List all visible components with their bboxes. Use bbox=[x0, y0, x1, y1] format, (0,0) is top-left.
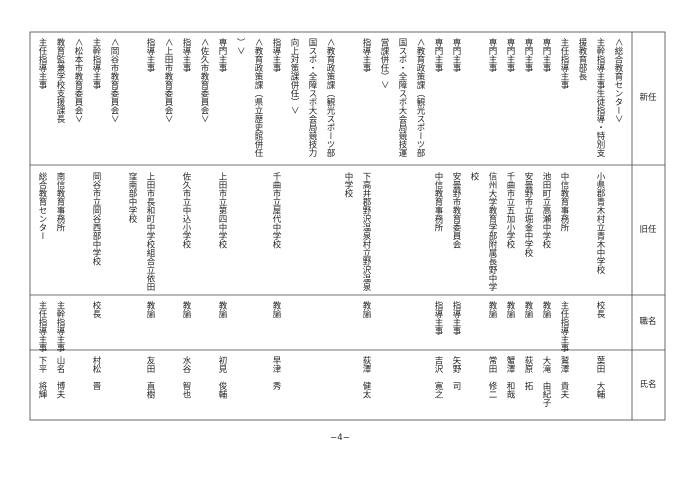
section-heading: ＜教育政策課（観光スポーツ部 bbox=[325, 38, 335, 158]
job-title: 主任指導主事 bbox=[37, 300, 47, 352]
job-title: 教諭 bbox=[487, 300, 497, 319]
new-post: 専門主事 bbox=[451, 37, 461, 72]
header-name: 氏名 bbox=[639, 379, 656, 390]
table-border bbox=[29, 31, 666, 421]
previous-post: 校 bbox=[469, 171, 479, 181]
job-title: 教諭 bbox=[181, 300, 191, 319]
new-post: 専門主事 bbox=[505, 37, 515, 72]
person-name: 早津 秀 bbox=[271, 356, 281, 391]
section-heading: ＜教育政策課（県立歴史館併任 bbox=[253, 38, 263, 158]
previous-post: 安曇野市教育委員会 bbox=[451, 171, 461, 249]
new-post: 援教育部長 bbox=[577, 37, 587, 81]
page-number: −4− bbox=[330, 433, 350, 443]
new-post: 指導主事 bbox=[271, 37, 281, 72]
new-post: 主幹指導主事 bbox=[91, 37, 101, 89]
previous-post: 下高井郡野沢温泉村立野沢温泉 bbox=[361, 172, 371, 291]
header-old: 旧任 bbox=[639, 224, 657, 235]
person-name: 鷲澤 貴夫 bbox=[559, 355, 569, 399]
new-post: 主任指導主事 bbox=[37, 37, 47, 89]
new-post: 専門主事 bbox=[217, 37, 227, 72]
job-title: 教諭 bbox=[217, 300, 227, 319]
header-position: 職名 bbox=[639, 316, 656, 327]
job-title: 指導主事 bbox=[433, 300, 443, 335]
section-heading: ＜教育政策課（観光スポーツ部 bbox=[415, 38, 425, 158]
previous-post: 岡谷市立岡谷西部中学校 bbox=[91, 172, 101, 266]
job-title: 主幹指導主事 bbox=[55, 300, 65, 352]
section-heading: ＜上田市教育委員会＞ bbox=[163, 38, 173, 123]
section-heading: ）＞ bbox=[235, 37, 245, 55]
job-title: 校長 bbox=[91, 300, 101, 319]
section-heading: 営課併任）＞ bbox=[379, 37, 389, 89]
table-frame bbox=[29, 31, 666, 421]
job-title: 教諭 bbox=[541, 300, 551, 319]
new-post: 主任指導主事 bbox=[559, 37, 569, 89]
previous-post: 安曇野市立堀金中学校 bbox=[523, 171, 533, 257]
section-heading: ＜岡谷市教育委員会＞ bbox=[109, 38, 119, 123]
person-name: 矢野 司 bbox=[451, 355, 461, 390]
previous-post: 中信教育事務所 bbox=[433, 171, 443, 232]
previous-post: 信州大学教育学部附属長野中学 bbox=[487, 171, 497, 291]
person-name: 友田 直樹 bbox=[145, 355, 155, 399]
section-heading: ＜松本市教育委員会＞ bbox=[73, 38, 83, 123]
person-name: 荻澤 健太 bbox=[361, 355, 371, 399]
new-post: 専門主事 bbox=[487, 37, 497, 72]
person-name: 下平 将輝 bbox=[37, 356, 47, 399]
new-post: 指導主事 bbox=[181, 37, 191, 72]
person-name: 水谷 智也 bbox=[181, 355, 191, 398]
job-title: 教諭 bbox=[271, 300, 281, 319]
previous-post: 池田町立高瀬中学校 bbox=[541, 171, 551, 249]
previous-post: 上田市長和町中学校組合立依田 bbox=[145, 172, 155, 292]
section-heading: 国スポ・全障スポ大会局競技運 bbox=[397, 38, 407, 158]
new-post: 指導主事 bbox=[145, 37, 155, 72]
previous-post: 総合教育センター bbox=[37, 171, 47, 240]
previous-post: 千曲市立五加小学校 bbox=[505, 171, 515, 249]
section-heading: ＜総合教育センター＞ bbox=[613, 38, 623, 123]
person-name: 初見 俊輔 bbox=[217, 355, 227, 399]
job-title: 校長 bbox=[595, 300, 605, 319]
job-title: 教諭 bbox=[523, 300, 533, 319]
header-new: 新任 bbox=[639, 92, 657, 103]
person-name: 大滝 由紀子 bbox=[541, 355, 551, 407]
new-post: 専門主事 bbox=[523, 37, 533, 72]
previous-post: 上田市立第四中学校 bbox=[217, 172, 227, 249]
previous-post: 佐久市立中込小学校 bbox=[181, 171, 191, 249]
person-name: 荻原 拓 bbox=[523, 355, 533, 391]
section-heading: 国スポ・全障スポ大会局競技力 bbox=[307, 38, 317, 158]
person-name: 村松 晋 bbox=[91, 355, 101, 391]
person-name: 吉沢 寛之 bbox=[433, 356, 443, 399]
previous-post: 窪南部中学校 bbox=[127, 171, 137, 224]
job-title: 教諭 bbox=[361, 300, 371, 319]
section-heading: ＜佐久市教育委員会＞ bbox=[199, 38, 209, 123]
job-title: 教諭 bbox=[145, 300, 155, 319]
new-post: 専門主事 bbox=[433, 37, 443, 72]
previous-post: 中信教育事務所 bbox=[559, 171, 569, 232]
new-post: 教育監兼学校支援課長 bbox=[55, 37, 65, 124]
new-post: 専門主事 bbox=[541, 37, 551, 72]
previous-post: 小県郡青木村立青木中学校 bbox=[595, 171, 605, 274]
job-title: 教諭 bbox=[505, 300, 515, 319]
section-heading: 向上対策課併任）＞ bbox=[289, 37, 299, 114]
new-post: 指導主事 bbox=[361, 37, 371, 72]
job-title: 主任指導主事 bbox=[559, 300, 569, 352]
previous-post: 中学校 bbox=[343, 171, 353, 198]
person-name: 葉田 大輔 bbox=[595, 355, 605, 399]
person-name: 蟹澤 和哉 bbox=[505, 355, 515, 399]
new-post: 主幹指導主事生徒指導・特別支 bbox=[595, 37, 605, 158]
person-name: 山名 博夫 bbox=[55, 355, 65, 399]
person-name: 常田 修二 bbox=[487, 355, 497, 398]
previous-post: 南信教育事務所 bbox=[55, 171, 65, 232]
job-title: 指導主事 bbox=[451, 300, 461, 335]
previous-post: 千曲市立屋代中学校 bbox=[271, 171, 281, 249]
